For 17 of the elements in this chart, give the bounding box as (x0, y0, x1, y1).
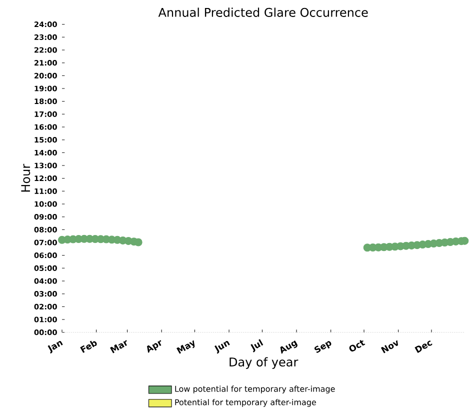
legend-label: Low potential for temporary after-image (175, 386, 335, 394)
legend-label: Potential for temporary after-image (175, 399, 316, 407)
x-tick-label: Aug (280, 340, 298, 354)
chart-title: Annual Predicted Glare Occurrence (158, 8, 368, 17)
x-tick-label: Feb (80, 340, 97, 353)
x-tick-label: Jul (250, 339, 264, 352)
x-tick-label: Mar (110, 340, 127, 354)
x-axis-title: Day of year (230, 357, 298, 369)
y-axis-title: Hour (21, 164, 30, 192)
x-tick-label: Sep (314, 341, 332, 353)
x-tick-label: Nov (380, 340, 398, 354)
x-tick-label: Oct (349, 340, 366, 352)
x-tick-label: Jun (214, 340, 230, 354)
x-tick-label: Jan (48, 340, 63, 354)
x-tick-label: Apr (147, 340, 162, 353)
x-tick-label: May (176, 340, 195, 354)
x-tick-label: Dec (414, 340, 432, 353)
